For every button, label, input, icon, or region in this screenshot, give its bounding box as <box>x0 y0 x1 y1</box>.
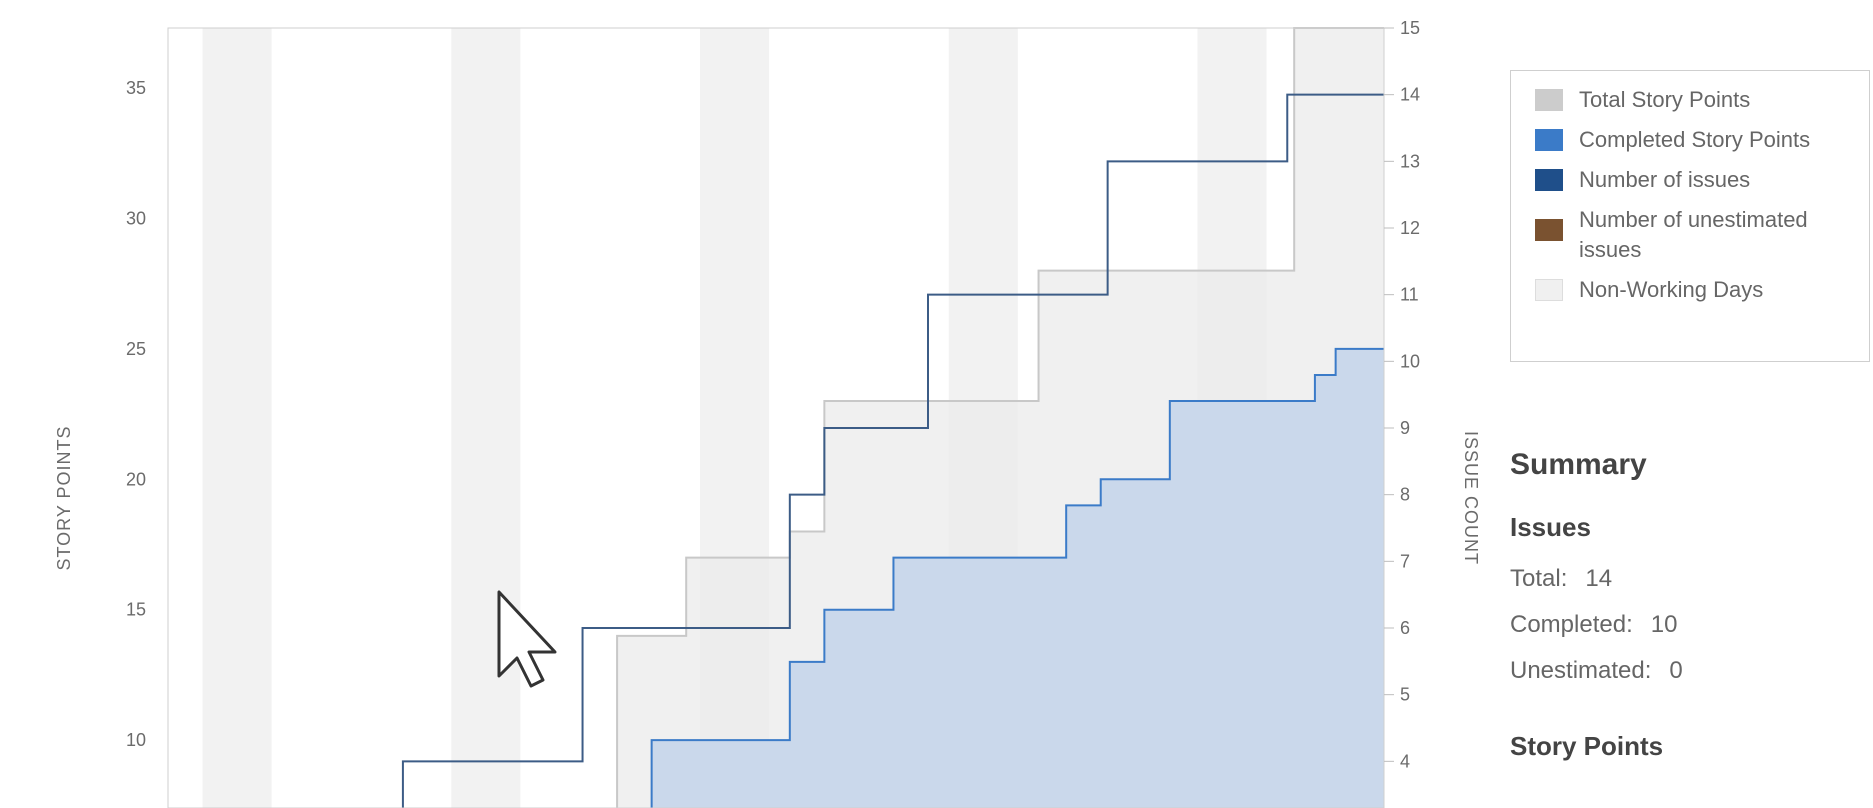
completed-story-points-line <box>650 347 1384 808</box>
legend-swatch-completed <box>1535 129 1563 151</box>
right-tick-label: 10 <box>1400 351 1420 371</box>
left-tick-label: 35 <box>126 78 146 98</box>
issues-heading: Issues <box>1510 512 1591 542</box>
legend-item-total-story-points[interactable]: Total Story Points <box>1535 87 1869 115</box>
legend-item-number-of-issues[interactable]: Number of issues <box>1535 167 1869 195</box>
chart-legend: Total Story Points Completed Story Point… <box>1510 70 1870 362</box>
right-tick-label: 15 <box>1400 18 1420 38</box>
right-tick-label: 7 <box>1400 551 1410 571</box>
left-tick-label: 10 <box>126 730 146 750</box>
legend-item-unestimated-issues[interactable]: Number of unestimated issues <box>1535 207 1869 265</box>
legend-swatch-non-working <box>1535 279 1563 301</box>
right-axis-title: ISSUE COUNT <box>1461 431 1480 565</box>
left-axis-title: STORY POINTS <box>54 425 74 570</box>
plot-frame <box>167 27 1385 808</box>
unestimated-value: 0 <box>1669 657 1683 684</box>
non-working-day-band-0 <box>202 28 272 808</box>
left-axis-ticks: 10 15 20 25 30 35 <box>126 78 146 750</box>
chart-svg: 10 15 20 25 30 35 4 5 6 7 8 9 10 11 12 13 14 15 STORY PO… <box>54 18 1480 808</box>
completed-story-points-layer <box>650 347 1384 808</box>
right-axis-ticks: 4 5 6 7 8 9 10 11 12 13 14 15 <box>1384 18 1420 771</box>
right-tick-label: 11 <box>1400 285 1419 305</box>
right-tick-label: 6 <box>1400 618 1410 638</box>
right-tick-label: 13 <box>1400 151 1420 171</box>
total-value: 14 <box>1585 565 1613 592</box>
story-points-heading: Story Points <box>1510 731 1664 761</box>
unestimated-label: Unestimated: <box>1510 657 1652 684</box>
right-tick-label: 4 <box>1400 751 1410 771</box>
completed-value: 10 <box>1650 611 1678 638</box>
legend-label: Non-Working Days <box>1579 277 1764 302</box>
total-story-points-line <box>616 27 1384 808</box>
summary-total-row: Total: 14 <box>1510 565 1870 593</box>
right-tick-label: 5 <box>1400 685 1410 705</box>
right-tick-label: 9 <box>1400 418 1410 438</box>
legend-item-non-working-days[interactable]: Non-Working Days <box>1535 277 1869 305</box>
left-tick-label: 25 <box>126 339 146 359</box>
summary-unestimated-row: Unestimated: 0 <box>1510 657 1870 685</box>
left-tick-label: 15 <box>126 600 146 620</box>
mouse-pointer-icon <box>497 590 557 688</box>
summary-panel: Summary Issues Total: 14 Completed: 10 Une… <box>1510 448 1870 784</box>
completed-label: Completed: <box>1510 611 1633 638</box>
legend-swatch-total <box>1535 89 1563 111</box>
legend-swatch-unestimated <box>1535 219 1563 241</box>
completed-story-points-area <box>651 348 1384 808</box>
legend-item-completed-story-points[interactable]: Completed Story Points <box>1535 127 1869 155</box>
issue-count-layer <box>401 93 1384 808</box>
legend-label: Number of unestimated issues <box>1579 207 1808 262</box>
summary-title: Summary <box>1510 448 1647 481</box>
legend-label: Number of issues <box>1579 167 1751 192</box>
left-tick-label: 20 <box>126 469 146 489</box>
legend-label: Total Story Points <box>1579 87 1751 112</box>
summary-completed-row: Completed: 10 <box>1510 611 1870 639</box>
number-of-issues-line <box>401 93 1384 808</box>
right-tick-label: 14 <box>1400 85 1420 105</box>
chart-area: 10 15 20 25 30 35 4 5 6 7 8 9 10 11 12 13 14 15 STORY PO… <box>54 18 1480 808</box>
total-label: Total: <box>1510 565 1568 592</box>
right-tick-label: 12 <box>1400 218 1420 238</box>
legend-label: Completed Story Points <box>1579 127 1811 152</box>
non-working-day-band-1 <box>451 28 521 808</box>
legend-swatch-issues <box>1535 169 1563 191</box>
left-tick-label: 30 <box>126 208 146 228</box>
right-tick-label: 8 <box>1400 485 1410 505</box>
